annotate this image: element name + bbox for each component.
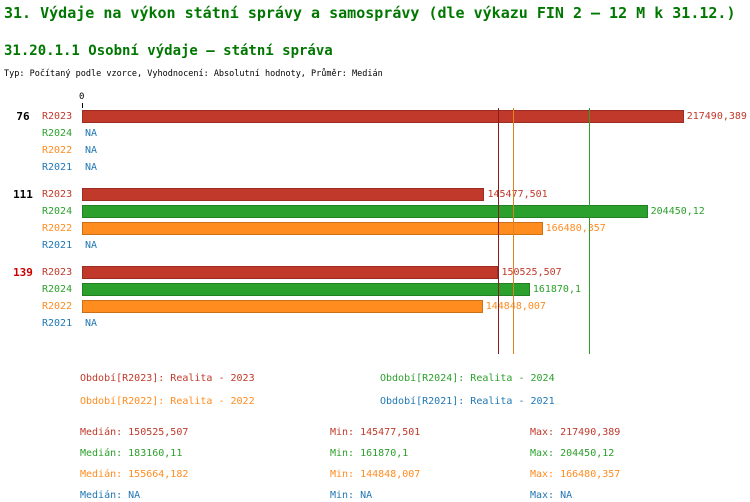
bar-row: R2021 NA: [42, 159, 746, 176]
bar-value-label: 144848,007: [485, 301, 546, 312]
bar-value-label: 145477,501: [487, 189, 548, 200]
bar-track: 145477,501: [82, 188, 746, 201]
bar-r2023: [82, 266, 499, 279]
bar-value-label: 166480,357: [545, 223, 606, 234]
series-label-r2022: R2022: [42, 301, 73, 312]
bar-row: R2023 145477,501: [42, 186, 746, 203]
bar-value-label: NA: [85, 318, 98, 329]
series-label-r2023: R2023: [42, 111, 73, 122]
series-label-r2022: R2022: [42, 223, 73, 234]
series-label-r2021: R2021: [42, 318, 73, 329]
median-line-r2024: [588, 108, 590, 354]
bar-track: NA: [82, 145, 746, 156]
bar-track: NA: [82, 318, 746, 329]
series-label-r2024: R2024: [42, 206, 73, 217]
bar-value-label: 150525,507: [501, 267, 562, 278]
group-label-highlighted: 139: [13, 266, 33, 279]
bar-row: R2024 204450,12: [42, 203, 746, 220]
bar-row: R2023 150525,507: [42, 264, 746, 281]
stat-median-r2024: Medián: 183160,11: [80, 448, 183, 459]
group-label: 111: [13, 188, 33, 201]
bar-row: R2021 NA: [42, 315, 746, 332]
bar-row: R2023 217490,389: [42, 108, 747, 125]
series-label-r2024: R2024: [42, 284, 73, 295]
bar-track: 161870,1: [82, 283, 746, 296]
bar-track: 150525,507: [82, 266, 746, 279]
bar-row: R2022 144848,007: [42, 298, 746, 315]
x-axis: 0: [79, 92, 746, 108]
stat-max-r2024: Max: 204450,12: [530, 448, 615, 459]
stat-min-r2023: Min: 145477,501: [330, 427, 421, 438]
group-label: 76: [16, 110, 30, 123]
legend-item-r2021: Období[R2021]: Realita - 2021: [380, 396, 555, 407]
median-line-r2023: [498, 108, 500, 354]
bar-r2023: [82, 188, 485, 201]
bar-track: NA: [82, 128, 746, 139]
series-label-r2023: R2023: [42, 189, 73, 200]
bar-value-label: 204450,12: [650, 206, 705, 217]
series-label-r2023: R2023: [42, 267, 73, 278]
legend-item-r2024: Období[R2024]: Realita - 2024: [380, 373, 555, 384]
series-label-r2021: R2021: [42, 240, 73, 251]
bar-row: R2021 NA: [42, 237, 746, 254]
series-label-r2022: R2022: [42, 145, 73, 156]
x-axis-tick: [82, 103, 83, 108]
bar-r2022: [82, 222, 543, 235]
stat-median-r2021: Medián: NA: [80, 490, 141, 501]
bar-r2024: [82, 205, 648, 218]
legend-item-r2022: Období[R2022]: Realita - 2022: [80, 396, 255, 407]
bar-value-label: NA: [85, 240, 98, 251]
bar-value-label: NA: [85, 145, 98, 156]
bar-r2022: [82, 300, 483, 313]
stat-max-r2022: Max: 166480,357: [530, 469, 621, 480]
chart-meta-line: Typ: Počítaný podle vzorce, Vyhodnocení:…: [4, 69, 383, 79]
bar-row: R2022 NA: [42, 142, 746, 159]
bar-track: 166480,357: [82, 222, 746, 235]
bar-row: R2022 166480,357: [42, 220, 746, 237]
median-line-r2022: [512, 108, 514, 354]
stat-median-r2023: Medián: 150525,507: [80, 427, 189, 438]
stat-max-r2023: Max: 217490,389: [530, 427, 621, 438]
bar-value-label: NA: [85, 128, 98, 139]
bar-group-139: 139 R2023 150525,507 R2024 161870,1 R202…: [4, 264, 746, 332]
bar-track: 217490,389: [82, 110, 747, 123]
legend-item-r2023: Období[R2023]: Realita - 2023: [80, 373, 255, 384]
chart-subtitle: 31.20.1.1 Osobní výdaje – státní správa: [4, 43, 333, 59]
bar-track: 204450,12: [82, 205, 746, 218]
bar-r2024: [82, 283, 530, 296]
bar-track: 144848,007: [82, 300, 746, 313]
bar-row: R2024 NA: [42, 125, 746, 142]
bar-value-label: 161870,1: [532, 284, 581, 295]
stat-min-r2022: Min: 144848,007: [330, 469, 421, 480]
bar-row: R2024 161870,1: [42, 281, 746, 298]
bar-value-label: 217490,389: [686, 111, 747, 122]
stat-min-r2021: Min: NA: [330, 490, 373, 501]
series-label-r2024: R2024: [42, 128, 73, 139]
bar-track: NA: [82, 240, 746, 251]
bar-group-111: 111 R2023 145477,501 R2024 204450,12 R20…: [4, 186, 746, 254]
stats-table: Medián: 150525,507 Min: 145477,501 Max: …: [80, 426, 746, 502]
bar-r2023: [82, 110, 684, 123]
chart-title: 31. Výdaje na výkon státní správy a samo…: [4, 4, 736, 22]
bar-value-label: NA: [85, 162, 98, 173]
stat-min-r2024: Min: 161870,1: [330, 448, 409, 459]
legend: Období[R2023]: Realita - 2023 Období[R20…: [80, 372, 746, 408]
stat-median-r2022: Medián: 155664,182: [80, 469, 189, 480]
x-axis-zero-label: 0: [79, 92, 85, 102]
bar-track: NA: [82, 162, 746, 173]
plot-area: 76 R2023 217490,389 R2024 NA R2022: [4, 108, 747, 354]
bar-group-76: 76 R2023 217490,389 R2024 NA R2022: [4, 108, 747, 176]
stat-max-r2021: Max: NA: [530, 490, 573, 501]
series-label-r2021: R2021: [42, 162, 73, 173]
